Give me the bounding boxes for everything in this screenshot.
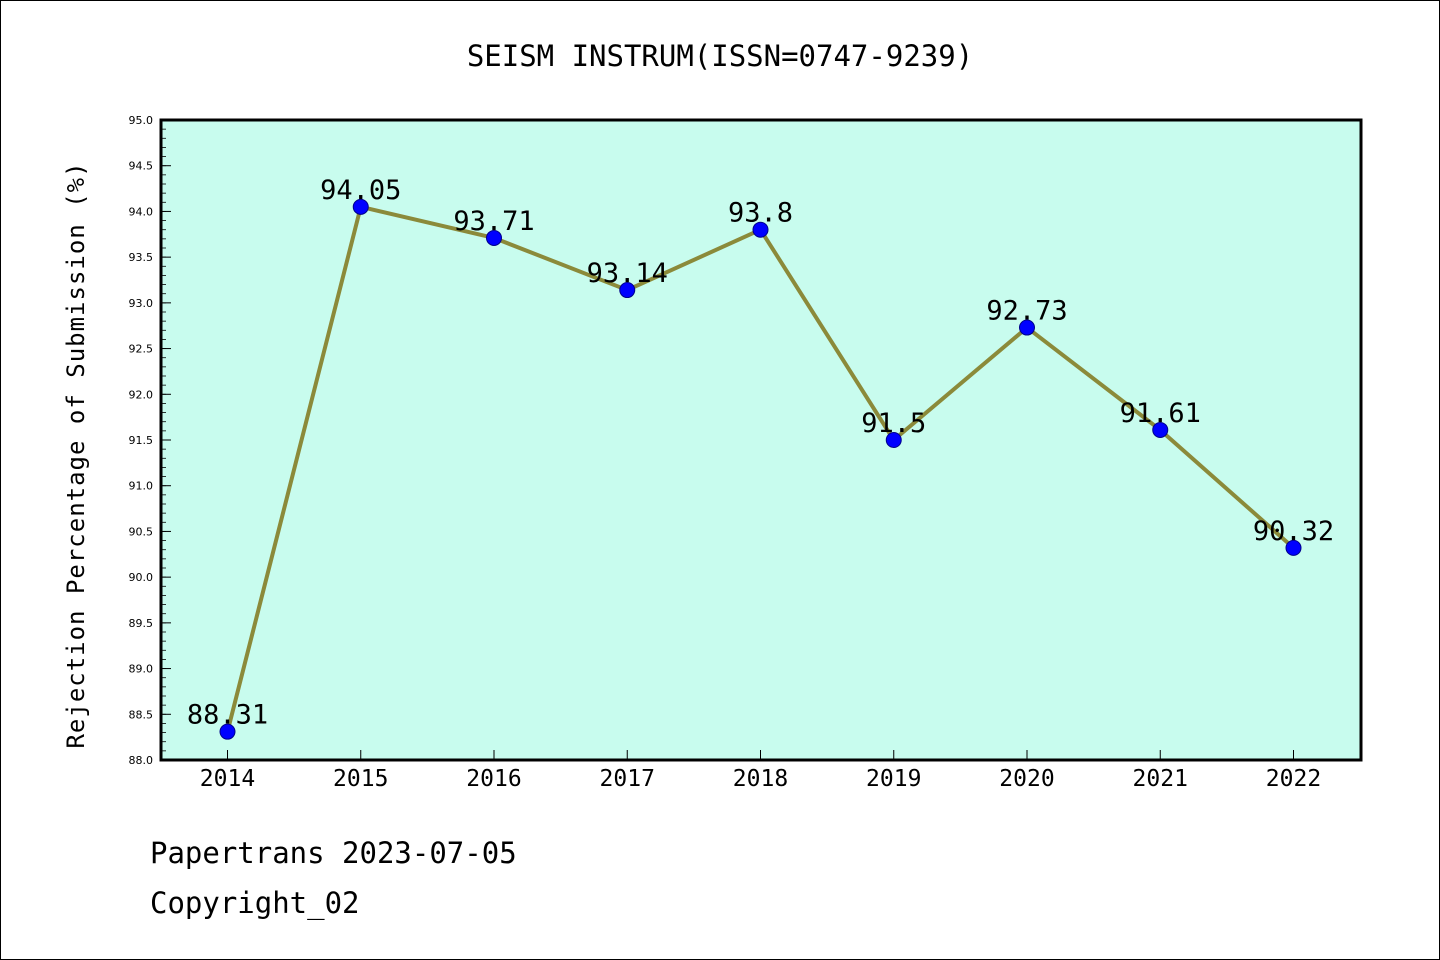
y-tick-label: 88.5 [129,708,154,721]
x-tick-label: 2014 [200,766,255,792]
x-tick-label: 2022 [1266,766,1321,792]
x-tick-label: 2021 [1133,766,1188,792]
data-point [219,723,236,740]
data-label: 91.5 [861,408,926,439]
data-label: 93.71 [453,206,534,237]
y-tick-label: 91.0 [129,480,154,493]
y-tick-label: 93.0 [129,297,154,310]
y-tick-label: 94.0 [129,205,154,218]
data-label: 93.8 [728,198,793,229]
x-tick-label: 2015 [333,766,388,792]
data-label: 94.05 [320,175,401,206]
y-tick-label: 88.0 [129,754,154,767]
data-label: 90.32 [1253,516,1334,547]
y-tick-label: 89.5 [129,617,154,630]
data-point [1152,421,1169,438]
y-tick-label: 90.0 [129,571,154,584]
y-tick-label: 90.5 [129,525,154,538]
x-tick-label: 2017 [600,766,655,792]
data-point [885,432,902,448]
data-point [619,282,636,299]
data-point [1285,539,1302,556]
y-tick-label: 89.0 [129,663,154,676]
y-axis: 88.0 88.5 89.0 89.5 90.0 90.5 91.0 91.5 92.0 92.5… [129,114,171,767]
data-label: 91.61 [1120,398,1201,429]
x-tick-label: 2016 [466,766,521,792]
x-tick-label: 2019 [866,766,921,792]
data-point [752,221,769,238]
y-tick-label: 95.0 [129,114,154,127]
chart-title: SEISM INSTRUM(ISSN=0747-9239) [467,39,973,73]
x-axis: 2014 2015 2016 2017 2018 2019 2020 2021 2022 [200,750,1321,792]
y-tick-label: 92.0 [129,388,154,401]
data-point [352,198,369,215]
y-tick-label: 92.5 [129,343,154,356]
data-label: 92.73 [986,296,1067,327]
y-tick-label: 94.5 [129,160,154,173]
y-tick-label: 91.5 [129,434,154,447]
data-label: 88.31 [187,700,268,731]
data-point [486,229,502,246]
y-tick-label: 93.5 [129,251,154,264]
footer-copyright: Copyright_02 [150,886,360,920]
footer-date: Papertrans 2023-07-05 [150,836,517,870]
x-tick-label: 2020 [999,766,1054,792]
data-point [1019,319,1035,336]
series-line-group: 88.31 94.05 93.71 93.14 93.8 91.5 92.73 91.61 90… [187,175,1334,740]
data-label: 93.14 [587,258,668,289]
x-tick-label: 2018 [733,766,788,792]
y-axis-label: Rejection Percentage of Submission (%) [62,161,90,748]
